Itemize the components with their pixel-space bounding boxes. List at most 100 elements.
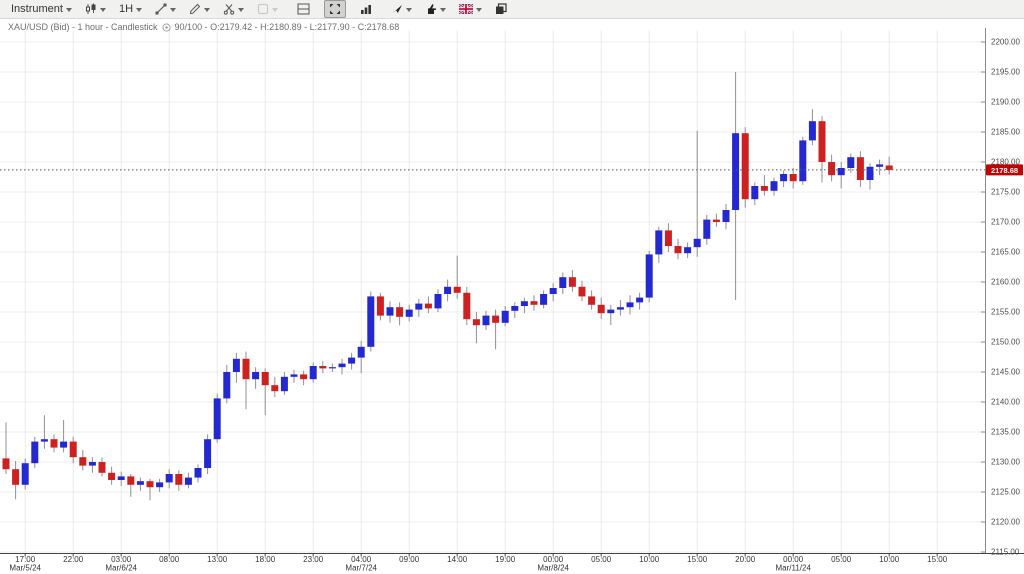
bull-candle-body: [117, 476, 125, 480]
bull-candle-body: [165, 474, 173, 483]
bear-candle-body: [69, 441, 77, 458]
bull-candle-body: [367, 296, 375, 347]
current-price-badge: 2178.68: [986, 164, 1023, 176]
chart-title-bar: XAU/USD (Bid) - 1 hour - Candlestick 90/…: [8, 21, 399, 33]
expand-button[interactable]: [324, 0, 347, 18]
bear-candle-body: [530, 301, 538, 305]
split-chart-button[interactable]: [292, 0, 315, 18]
bull-candle-body: [21, 463, 29, 485]
bull-candle-body: [156, 482, 164, 488]
volume-bars-icon: [360, 3, 372, 15]
price-tick-label: 2150.00: [991, 338, 1020, 347]
bull-candle-body: [732, 133, 740, 210]
bull-candle-body: [40, 439, 48, 442]
price-tick-label: 2140.00: [991, 398, 1020, 407]
date-tick-label: Mar/11/24: [775, 564, 811, 573]
chart-link-icon[interactable]: [161, 22, 171, 32]
bull-candle-body: [511, 306, 519, 311]
bear-candle-body: [271, 385, 279, 392]
bull-candle-body: [684, 247, 692, 254]
bull-candle-body: [808, 121, 816, 141]
bull-candle-body: [616, 307, 624, 310]
time-tick-label: 20:00: [735, 555, 756, 564]
chevron-down-icon: [238, 7, 245, 12]
candles-layer: [2, 72, 893, 501]
bull-candle-body: [405, 309, 413, 317]
chart-type-dropdown[interactable]: [80, 0, 111, 18]
bull-candle-body: [213, 398, 221, 440]
bull-candle-body: [655, 230, 663, 255]
price-tick-label: 2165.00: [991, 248, 1020, 257]
time-tick-label: 00:00: [783, 555, 804, 564]
bear-candle-body: [424, 303, 432, 309]
time-tick-label: 00:00: [543, 555, 564, 564]
bull-candle-body: [338, 363, 346, 368]
current-price-label: 2178.68: [991, 166, 1018, 175]
price-tick-label: 2135.00: [991, 428, 1020, 437]
bear-candle-body: [12, 469, 20, 485]
time-tick-label: 15:00: [687, 555, 708, 564]
bull-candle-body: [866, 166, 874, 180]
bull-candle-body: [232, 358, 240, 372]
chevron-down-icon: [204, 7, 211, 12]
bear-candle-body: [741, 133, 749, 200]
price-gridlines: [0, 41, 985, 553]
price-tick-label: 2145.00: [991, 368, 1020, 377]
bull-candle-body: [751, 186, 759, 200]
bull-candle-body: [415, 303, 423, 310]
scissors-icon: [223, 3, 235, 15]
bull-candle-body: [837, 168, 845, 176]
bear-candle-body: [242, 358, 250, 380]
bear-candle-body: [472, 319, 480, 326]
candlestick-chart-icon: [85, 3, 97, 15]
bull-candle-body: [357, 346, 365, 358]
pointer-tool-dropdown[interactable]: [386, 0, 417, 18]
date-tick-label: Mar/5/24: [9, 564, 41, 573]
chevron-down-icon: [440, 7, 447, 12]
bull-candle-body: [444, 286, 452, 294]
bull-candle-body: [434, 294, 442, 309]
bull-candle-body: [722, 210, 730, 222]
bear-candle-body: [146, 481, 154, 488]
price-tick-label: 2125.00: [991, 488, 1020, 497]
new-window-button[interactable]: [490, 0, 512, 18]
time-tick-label: 05:00: [591, 555, 612, 564]
bull-candle-body: [280, 376, 288, 392]
measure-tools-dropdown[interactable]: [218, 0, 249, 18]
shape-icon: [257, 3, 269, 15]
bear-candle-body: [828, 162, 836, 176]
bear-candle-body: [597, 304, 605, 314]
price-tick-label: 2190.00: [991, 98, 1020, 107]
bull-candle-body: [626, 302, 634, 308]
expand-icon: [329, 3, 341, 15]
drawing-tools-dropdown[interactable]: [184, 0, 215, 18]
date-tick-label: Mar/8/24: [537, 564, 569, 573]
bear-candle-body: [50, 439, 58, 448]
trendline-tools-dropdown[interactable]: [150, 0, 181, 18]
cursor-arrow-icon: [391, 3, 403, 15]
bull-candle-body: [88, 462, 96, 466]
chart-toolbar: Instrument 1H: [0, 0, 1024, 19]
bull-candle-body: [348, 357, 356, 364]
bear-candle-body: [127, 476, 135, 485]
timeframe-dropdown[interactable]: 1H: [114, 0, 147, 18]
price-tick-label: 2175.00: [991, 188, 1020, 197]
bear-candle-body: [300, 374, 308, 380]
bull-candle-body: [31, 441, 39, 464]
instrument-dropdown-label: Instrument: [11, 3, 63, 15]
volume-button[interactable]: [355, 0, 377, 18]
hand-tool-dropdown[interactable]: [420, 0, 451, 18]
time-tick-label: 15:00: [927, 555, 948, 564]
price-axis[interactable]: 2200.00 2195.00 2190.00 2185.00 2180.00 2175.…: [981, 28, 1020, 557]
time-tick-label: 04:00: [351, 555, 372, 564]
bear-candle-body: [453, 286, 461, 293]
instrument-dropdown[interactable]: Instrument: [6, 0, 77, 18]
bear-candle-body: [664, 230, 672, 246]
language-dropdown[interactable]: [454, 0, 487, 18]
split-chart-icon: [297, 3, 310, 15]
price-tick-label: 2120.00: [991, 518, 1020, 527]
bull-candle-body: [770, 181, 778, 191]
